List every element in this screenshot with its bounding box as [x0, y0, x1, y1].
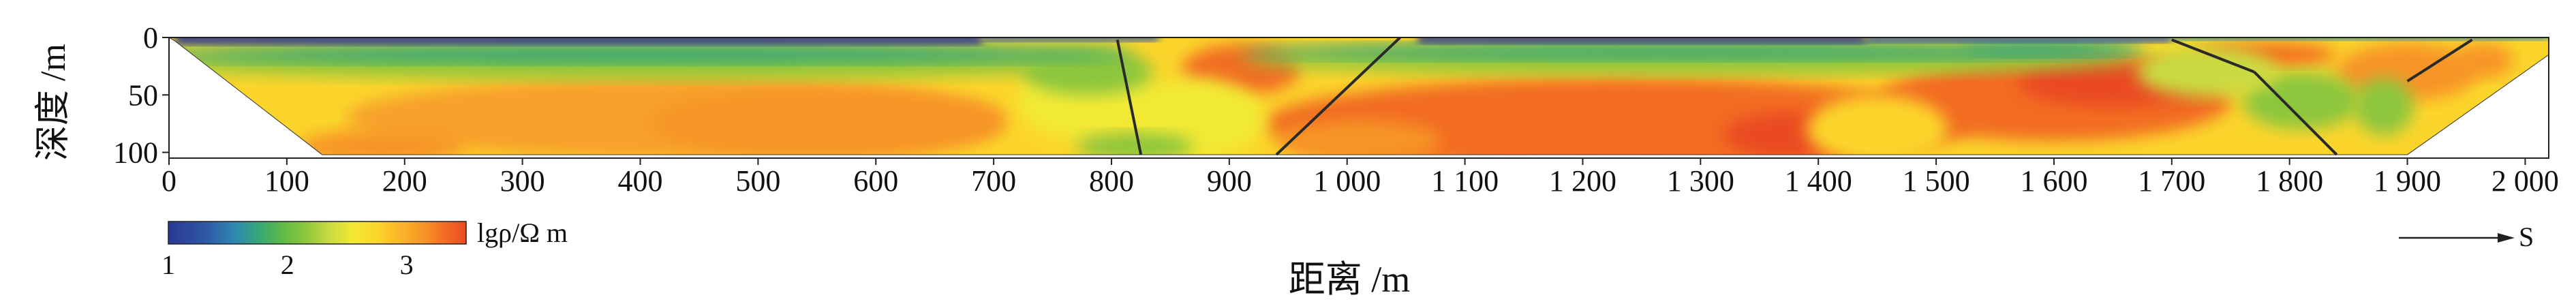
x-tick-label: 100: [264, 164, 309, 198]
x-tick-label: 1 000: [1313, 164, 1381, 198]
x-tick-label: 300: [500, 164, 545, 198]
fault-line: [1275, 36, 1401, 156]
fault-line: [2171, 38, 2255, 74]
y-tick-label: 100: [113, 136, 158, 170]
x-tick-label: 1 900: [2374, 164, 2441, 198]
x-tick-label: 1 600: [2020, 164, 2087, 198]
x-tick-label: 1 500: [1903, 164, 1970, 198]
fault-lines: [1116, 36, 2473, 156]
direction-indicator: S: [2399, 221, 2534, 252]
colorbar-tick-label: 2: [281, 249, 294, 280]
x-tick-label: 200: [382, 164, 427, 198]
colorbar-label: lgρ/Ω m: [477, 217, 568, 248]
x-axis: 0 100 200 300 400 500 600 700 800 900 1 000 1 100 1 …: [162, 158, 2559, 198]
x-tick-label: 1 400: [1785, 164, 1852, 198]
colorbar-tick-label: 3: [400, 249, 414, 280]
x-tick-label: 600: [853, 164, 898, 198]
colorbar-tick-label: 1: [162, 249, 175, 280]
x-tick-label: 500: [735, 164, 780, 198]
fault-line: [2406, 38, 2473, 82]
x-tick-label: 900: [1207, 164, 1252, 198]
colorbar-ticks: 1 2 3: [162, 249, 414, 280]
fault-line: [1116, 39, 1143, 155]
x-tick-label: 1 300: [1667, 164, 1734, 198]
y-tick-label: 50: [128, 78, 158, 112]
plot-frame: [168, 37, 2549, 159]
y-tick-label: 0: [143, 21, 158, 55]
x-tick-label: 800: [1089, 164, 1134, 198]
x-tick-label: 1 700: [2138, 164, 2205, 198]
colorbar: 1 2 3 lgρ/Ω m: [162, 217, 568, 280]
y-axis: 0 50 100: [113, 21, 169, 170]
fault-line: [2253, 71, 2338, 156]
x-tick-label: 1 100: [1431, 164, 1499, 198]
y-axis-label: 深度 /m: [34, 44, 73, 161]
direction-label: S: [2519, 221, 2534, 252]
colorbar-swatch: [168, 221, 467, 245]
x-tick-label: 1 200: [1549, 164, 1616, 198]
direction-arrowhead-icon: [2498, 233, 2515, 243]
x-tick-label: 1 800: [2256, 164, 2323, 198]
x-tick-label: 2 000: [2491, 164, 2559, 198]
x-tick-label: 400: [617, 164, 662, 198]
x-tick-label: 700: [971, 164, 1016, 198]
resistivity-section: [169, 37, 2549, 155]
x-tick-label: 0: [162, 164, 177, 198]
x-axis-label: 距离 /m: [1289, 259, 1411, 300]
